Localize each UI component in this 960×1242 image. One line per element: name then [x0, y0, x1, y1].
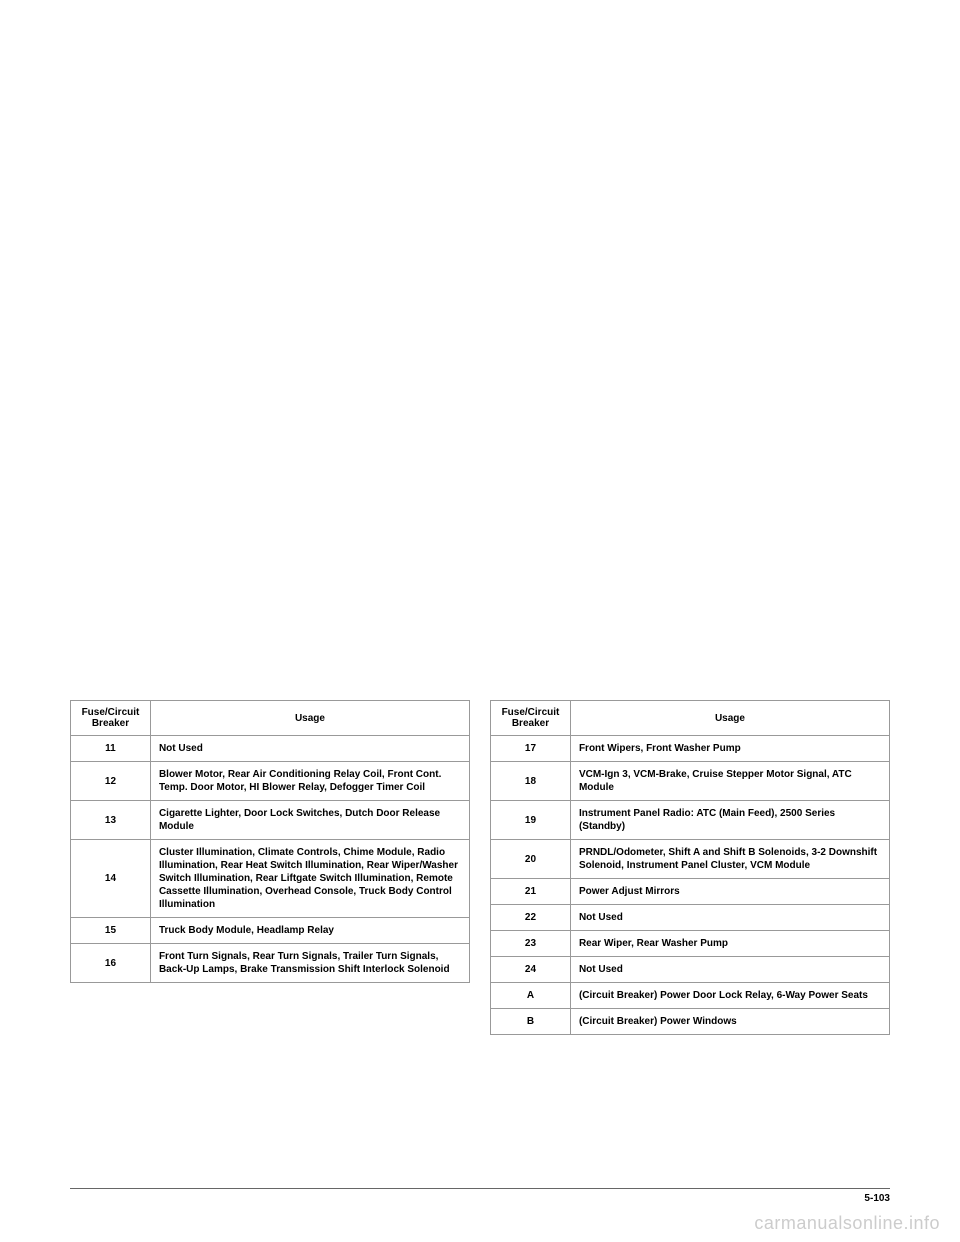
- breaker-cell: 22: [491, 905, 571, 931]
- watermark-text: carmanualsonline.info: [754, 1213, 940, 1234]
- table1-header-usage: Usage: [150, 701, 469, 736]
- breaker-cell: 24: [491, 957, 571, 983]
- usage-cell: Front Wipers, Front Washer Pump: [570, 736, 889, 762]
- usage-cell: Cigarette Lighter, Door Lock Switches, D…: [150, 801, 469, 840]
- table1-body: 11Not Used12Blower Motor, Rear Air Condi…: [71, 736, 470, 983]
- table-row: A(Circuit Breaker) Power Door Lock Relay…: [491, 983, 890, 1009]
- table-row: 16Front Turn Signals, Rear Turn Signals,…: [71, 944, 470, 983]
- breaker-cell: 20: [491, 840, 571, 879]
- table-row: 14Cluster Illumination, Climate Controls…: [71, 840, 470, 918]
- table-row: B(Circuit Breaker) Power Windows: [491, 1009, 890, 1035]
- table-row: 19Instrument Panel Radio: ATC (Main Feed…: [491, 801, 890, 840]
- usage-cell: Front Turn Signals, Rear Turn Signals, T…: [150, 944, 469, 983]
- table-row: 22Not Used: [491, 905, 890, 931]
- fuse-table-right: Fuse/Circuit Breaker Usage 17Front Wiper…: [490, 700, 890, 1035]
- table-row: 23Rear Wiper, Rear Washer Pump: [491, 931, 890, 957]
- usage-cell: Rear Wiper, Rear Washer Pump: [570, 931, 889, 957]
- table-row: 20PRNDL/Odometer, Shift A and Shift B So…: [491, 840, 890, 879]
- usage-cell: Truck Body Module, Headlamp Relay: [150, 918, 469, 944]
- breaker-cell: 13: [71, 801, 151, 840]
- breaker-cell: 19: [491, 801, 571, 840]
- breaker-cell: 16: [71, 944, 151, 983]
- table-row: 21Power Adjust Mirrors: [491, 879, 890, 905]
- breaker-cell: 23: [491, 931, 571, 957]
- breaker-cell: 15: [71, 918, 151, 944]
- breaker-cell: 14: [71, 840, 151, 918]
- table1-header-breaker: Fuse/Circuit Breaker: [71, 701, 151, 736]
- breaker-cell: 12: [71, 762, 151, 801]
- table2-body: 17Front Wipers, Front Washer Pump18VCM-I…: [491, 736, 890, 1035]
- usage-cell: Not Used: [150, 736, 469, 762]
- table-row: 24Not Used: [491, 957, 890, 983]
- page-number: 5-103: [70, 1189, 890, 1204]
- usage-cell: Cluster Illumination, Climate Controls, …: [150, 840, 469, 918]
- table2-header-usage: Usage: [570, 701, 889, 736]
- usage-cell: Blower Motor, Rear Air Conditioning Rela…: [150, 762, 469, 801]
- breaker-cell: 17: [491, 736, 571, 762]
- breaker-cell: A: [491, 983, 571, 1009]
- usage-cell: VCM-Ign 3, VCM-Brake, Cruise Stepper Mot…: [570, 762, 889, 801]
- usage-cell: Power Adjust Mirrors: [570, 879, 889, 905]
- usage-cell: (Circuit Breaker) Power Door Lock Relay,…: [570, 983, 889, 1009]
- breaker-cell: 11: [71, 736, 151, 762]
- usage-cell: (Circuit Breaker) Power Windows: [570, 1009, 889, 1035]
- table-row: 11Not Used: [71, 736, 470, 762]
- table-row: 13Cigarette Lighter, Door Lock Switches,…: [71, 801, 470, 840]
- usage-cell: Not Used: [570, 905, 889, 931]
- tables-container: Fuse/Circuit Breaker Usage 11Not Used12B…: [70, 700, 890, 1035]
- content-area: Fuse/Circuit Breaker Usage 11Not Used12B…: [70, 700, 890, 1182]
- breaker-cell: B: [491, 1009, 571, 1035]
- table-row: 18VCM-Ign 3, VCM-Brake, Cruise Stepper M…: [491, 762, 890, 801]
- usage-cell: Instrument Panel Radio: ATC (Main Feed),…: [570, 801, 889, 840]
- fuse-table-left: Fuse/Circuit Breaker Usage 11Not Used12B…: [70, 700, 470, 983]
- usage-cell: PRNDL/Odometer, Shift A and Shift B Sole…: [570, 840, 889, 879]
- table-row: 15Truck Body Module, Headlamp Relay: [71, 918, 470, 944]
- usage-cell: Not Used: [570, 957, 889, 983]
- table-row: 12Blower Motor, Rear Air Conditioning Re…: [71, 762, 470, 801]
- breaker-cell: 18: [491, 762, 571, 801]
- table-row: 17Front Wipers, Front Washer Pump: [491, 736, 890, 762]
- table2-header-breaker: Fuse/Circuit Breaker: [491, 701, 571, 736]
- breaker-cell: 21: [491, 879, 571, 905]
- page-footer: 5-103: [70, 1188, 890, 1204]
